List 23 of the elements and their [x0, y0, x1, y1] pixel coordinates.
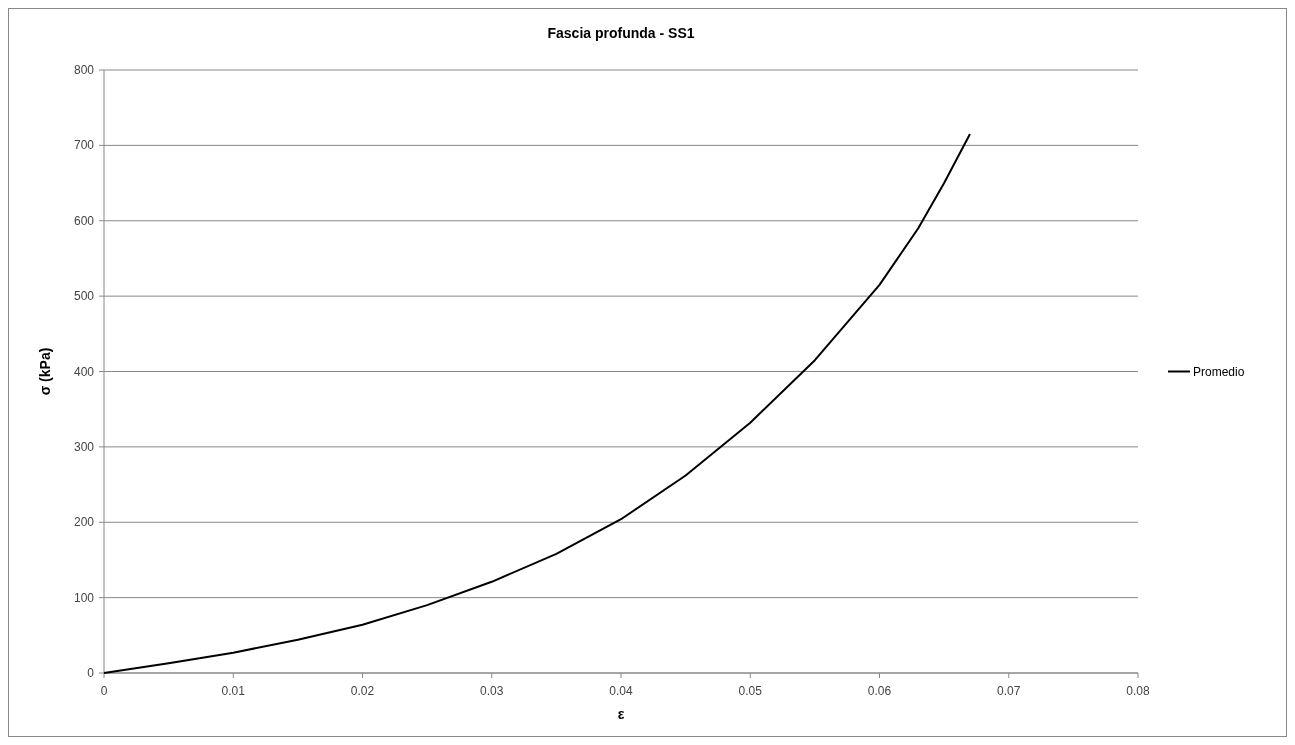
y-tick-label: 600: [73, 213, 95, 228]
x-tick-label: 0.06: [867, 684, 892, 698]
x-tick-label: 0: [100, 684, 108, 698]
y-tick-label: 100: [73, 590, 95, 605]
y-axis-title: σ (kPa): [37, 347, 53, 396]
x-tick-label: 0.04: [609, 684, 633, 698]
x-axis-title: ε: [617, 706, 625, 722]
x-tick-label: 0.02: [350, 684, 375, 698]
y-tick-label: 400: [73, 364, 95, 379]
legend-label: Promedio: [1193, 364, 1245, 379]
chart-title: Fascia profunda - SS1: [547, 25, 695, 41]
x-tick-label: 0.05: [738, 684, 763, 698]
y-tick-label: 200: [73, 515, 95, 530]
y-tick-label: 300: [73, 439, 95, 454]
line-series: [103, 133, 971, 674]
y-tick-label: 700: [73, 138, 95, 153]
y-tick-label: 800: [73, 63, 95, 77]
y-tick-label: 0: [87, 666, 95, 680]
y-tick-label: 500: [73, 289, 95, 304]
x-tick-label: 0.08: [1126, 684, 1150, 698]
x-tick-label: 0.01: [221, 684, 246, 698]
x-tick-label: 0.07: [997, 684, 1021, 698]
x-tick-label: 0.03: [480, 684, 504, 698]
